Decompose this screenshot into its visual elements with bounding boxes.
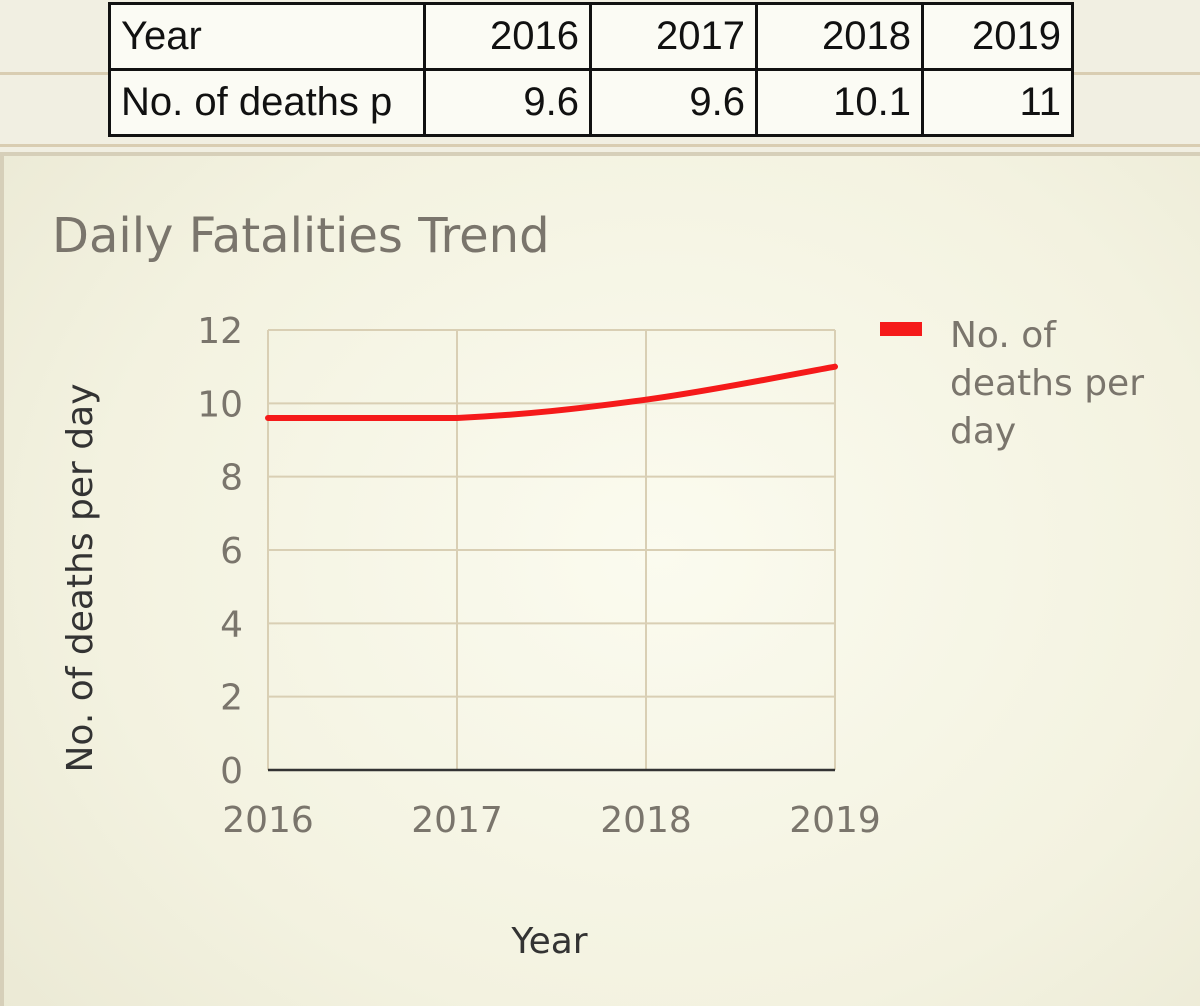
legend-swatch bbox=[880, 322, 922, 336]
y-tick-label: 6 bbox=[220, 531, 243, 572]
x-tick-label: 2019 bbox=[789, 800, 881, 841]
series-line bbox=[265, 363, 838, 422]
x-tick-label: 2017 bbox=[411, 800, 503, 841]
y-tick-label: 12 bbox=[197, 311, 243, 352]
chart-title: Daily Fatalities Trend bbox=[52, 208, 550, 264]
table-cell-year[interactable]: 2017 bbox=[589, 2, 758, 71]
table-cell-value[interactable]: 9.6 bbox=[589, 68, 758, 137]
x-tick-label: 2016 bbox=[222, 800, 314, 841]
y-tick-label: 2 bbox=[220, 678, 243, 719]
table-cell-value[interactable]: 10.1 bbox=[755, 68, 924, 137]
y-tick-label: 8 bbox=[220, 458, 243, 499]
table-cell-year[interactable]: 2019 bbox=[921, 2, 1074, 71]
y-tick-label: 0 bbox=[220, 751, 243, 792]
table-cell-year-label[interactable]: Year bbox=[108, 2, 426, 71]
data-table: Year 2016 2017 2018 2019 No. of deaths p… bbox=[108, 2, 1074, 137]
table-cell-year[interactable]: 2018 bbox=[755, 2, 924, 71]
table-cell-value[interactable]: 9.6 bbox=[423, 68, 592, 137]
y-tick-label: 4 bbox=[220, 604, 243, 645]
table-cell-deaths-label[interactable]: No. of deaths p bbox=[108, 68, 426, 137]
table-row-header: Year 2016 2017 2018 2019 bbox=[108, 2, 1074, 71]
sheet-gridline bbox=[0, 144, 1200, 147]
x-axis-title: Year bbox=[510, 921, 587, 962]
y-tick-label: 10 bbox=[197, 384, 243, 425]
table-cell-year[interactable]: 2016 bbox=[423, 2, 592, 71]
chart-panel[interactable] bbox=[0, 152, 1200, 1006]
table-cell-value[interactable]: 11 bbox=[921, 68, 1074, 137]
table-row-deaths: No. of deaths p 9.6 9.6 10.1 11 bbox=[108, 68, 1074, 137]
y-axis-title: No. of deaths per day bbox=[60, 383, 101, 772]
legend-label: No. of deaths per day bbox=[950, 315, 1144, 452]
x-tick-label: 2018 bbox=[600, 800, 692, 841]
